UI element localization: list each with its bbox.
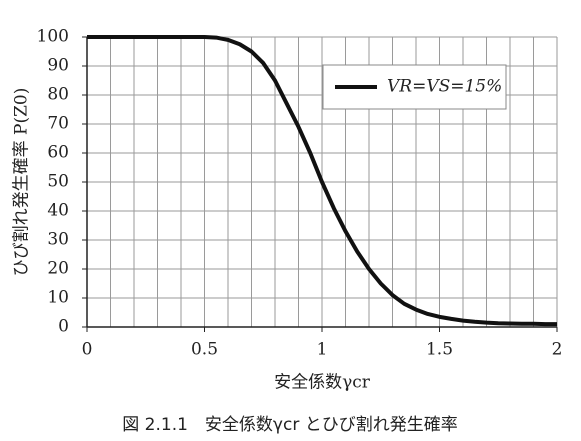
data-line [87, 35, 557, 327]
x-tick-label: 0 [82, 340, 93, 360]
y-axis-label: ひび割れ発生確率 P(Z0) [12, 88, 32, 277]
y-tick-label: 90 [47, 56, 69, 76]
x-axis-label: 安全係数γcr [274, 373, 371, 393]
caption: 図 2.1.1 安全係数γcr とひび割れ発生確率 [122, 415, 457, 435]
y-tick-label: 30 [47, 230, 69, 250]
y-tick-label: 60 [47, 143, 69, 163]
x-tick-label: 0.5 [191, 340, 218, 360]
y-tick-label: 80 [47, 85, 69, 105]
y-tick-label: 10 [47, 288, 69, 308]
y-tick-label: 20 [47, 259, 69, 279]
x-tick-label: 1 [317, 340, 328, 360]
y-tick-label: 40 [47, 201, 69, 221]
y-tick-label: 100 [37, 27, 69, 47]
legend-label: VR=VS=15% [387, 77, 502, 97]
x-tick-label: 1.5 [426, 340, 453, 360]
y-tick-label: 0 [58, 317, 69, 337]
y-tick-label: 50 [47, 172, 69, 192]
y-tick-label: 70 [47, 114, 69, 134]
x-tick-label: 2 [552, 340, 563, 360]
